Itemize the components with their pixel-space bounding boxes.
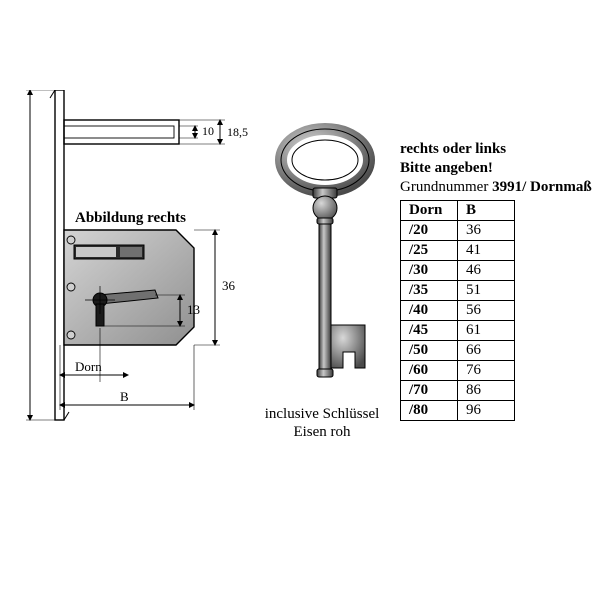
page-root: Abbildung rechts	[0, 0, 600, 600]
table-cell: 51	[458, 281, 515, 301]
table-cell: /40	[401, 301, 458, 321]
table-row: /3551	[401, 281, 515, 301]
info-text: rechts oder links Bitte angeben! Grundnu…	[400, 140, 592, 196]
table-row: /4056	[401, 301, 515, 321]
table-row: /5066	[401, 341, 515, 361]
lock-svg: 10 18,5	[20, 90, 260, 440]
key-svg	[265, 120, 385, 400]
th-dorn: Dorn	[401, 201, 458, 221]
table-cell: /50	[401, 341, 458, 361]
table-cell: /70	[401, 381, 458, 401]
table-cell: 66	[458, 341, 515, 361]
table-cell: /20	[401, 221, 458, 241]
table-cell: /25	[401, 241, 458, 261]
table-cell: /45	[401, 321, 458, 341]
table-cell: /30	[401, 261, 458, 281]
dim-slot-inner: 10	[202, 124, 214, 138]
table-cell: 86	[458, 381, 515, 401]
table-row: /4561	[401, 321, 515, 341]
dim-b: B	[120, 389, 129, 404]
info-line2: Bitte angeben!	[400, 160, 493, 176]
table-row: /2541	[401, 241, 515, 261]
dim-height: 100	[20, 241, 23, 261]
table-row: /7086	[401, 381, 515, 401]
table-cell: 41	[458, 241, 515, 261]
table-cell: 56	[458, 301, 515, 321]
dim-dorn: Dorn	[75, 359, 102, 374]
key-illustration	[265, 120, 385, 405]
info-line1: rechts oder links	[400, 141, 506, 157]
lock-diagram: 10 18,5	[20, 90, 260, 445]
dim-case-h: 36	[222, 278, 236, 293]
key-caption-2: Eisen roh	[293, 424, 350, 440]
key-caption-1: inclusive Schlüssel	[265, 406, 380, 422]
grundnummer-label: Grundnummer	[400, 179, 488, 195]
table-row: /2036	[401, 221, 515, 241]
table-cell: /80	[401, 401, 458, 421]
table-row: /3046	[401, 261, 515, 281]
dim-slot-outer: 18,5	[227, 125, 248, 139]
dim-13: 13	[187, 302, 200, 317]
table-cell: 96	[458, 401, 515, 421]
table-row: /8096	[401, 401, 515, 421]
table-cell: 36	[458, 221, 515, 241]
table-cell: 46	[458, 261, 515, 281]
table-cell: /60	[401, 361, 458, 381]
grundnummer-value: 3991/ Dornmaß	[492, 179, 592, 195]
table-cell: 76	[458, 361, 515, 381]
table-cell: /35	[401, 281, 458, 301]
dorn-table: Dorn B /2036/2541/3046/3551/4056/4561/50…	[400, 200, 515, 421]
table-cell: 61	[458, 321, 515, 341]
key-caption: inclusive Schlüssel Eisen roh	[257, 405, 387, 441]
th-b: B	[458, 201, 515, 221]
table-row: /6076	[401, 361, 515, 381]
